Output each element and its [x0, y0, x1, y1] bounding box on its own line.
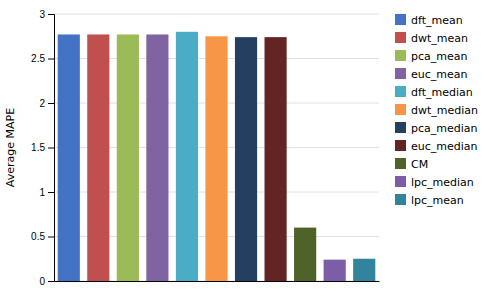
legend-swatch: [395, 104, 406, 115]
legend-item: lpc_mean: [395, 194, 464, 207]
y-tick-mark: [48, 237, 54, 238]
legend-item: pca_mean: [395, 50, 467, 63]
bar: [265, 37, 287, 281]
y-tick: 3: [39, 9, 54, 20]
bar: [146, 34, 168, 281]
legend-item: dwt_median: [395, 104, 478, 117]
legend-label: dwt_mean: [411, 32, 468, 45]
y-tick-label: 0.5: [31, 231, 45, 242]
grid: [54, 14, 379, 281]
y-tick-mark: [48, 103, 54, 104]
legend-swatch: [395, 140, 406, 151]
legend-swatch: [395, 194, 406, 205]
legend-swatch: [395, 86, 406, 97]
y-tick: 0.5: [31, 231, 54, 242]
y-tick-mark: [48, 14, 54, 15]
legend-item: euc_median: [395, 140, 478, 153]
legend-label: dft_median: [411, 86, 473, 99]
legend-label: pca_mean: [411, 50, 467, 63]
y-tick: 2.5: [31, 53, 54, 64]
legend-label: euc_mean: [411, 68, 468, 81]
bar: [235, 37, 257, 281]
y-tick-label: 0: [39, 276, 45, 287]
bar: [176, 32, 198, 281]
legend-swatch: [395, 158, 406, 169]
legend-label: dwt_median: [411, 104, 478, 117]
legend-item: dft_mean: [395, 14, 463, 27]
plot: 0 0.5 1 1.5 2 2.5 3: [31, 9, 379, 287]
legend-item: pca_median: [395, 122, 478, 135]
bar: [117, 34, 139, 281]
bar: [324, 260, 346, 281]
y-tick-label: 2: [39, 98, 45, 109]
legend-item: CM: [395, 158, 428, 171]
y-tick-mark: [48, 59, 54, 60]
legend: dft_mean dwt_mean pca_mean euc_mean dft_medi…: [395, 14, 478, 207]
legend-item: euc_mean: [395, 68, 468, 81]
y-axis: 0 0.5 1 1.5 2 2.5 3: [31, 9, 54, 287]
y-tick: 1: [39, 187, 54, 198]
y-tick-mark: [48, 281, 54, 282]
y-tick-label: 3: [39, 9, 45, 20]
x-axis: [55, 281, 380, 282]
legend-swatch: [395, 68, 406, 79]
legend-label: CM: [411, 158, 428, 171]
legend-item: dft_median: [395, 86, 473, 99]
y-tick-mark: [48, 192, 54, 193]
legend-label: euc_median: [411, 140, 478, 153]
y-tick: 1.5: [31, 142, 54, 153]
bar: [294, 228, 316, 281]
x-axis-line: [55, 281, 380, 282]
legend-item: dwt_mean: [395, 32, 468, 45]
legend-swatch: [395, 32, 406, 43]
grid-line: [54, 14, 379, 15]
bar: [58, 34, 80, 281]
legend-label: lpc_mean: [411, 194, 464, 207]
y-tick-label: 1.5: [31, 142, 45, 153]
y-axis-line: [48, 15, 55, 282]
legend-label: pca_median: [411, 122, 478, 135]
bar: [205, 36, 227, 281]
y-tick-label: 1: [39, 187, 45, 198]
legend-label: lpc_median: [411, 176, 474, 189]
y-tick: 2: [39, 98, 54, 109]
legend-swatch: [395, 176, 406, 187]
bars: [58, 32, 376, 281]
y-tick: 0: [39, 276, 54, 287]
bar: [353, 259, 375, 281]
y-tick-mark: [48, 148, 54, 149]
y-axis-title: Average MAPE: [4, 108, 17, 187]
y-tick-label: 2.5: [31, 53, 45, 64]
legend-item: lpc_median: [395, 176, 474, 189]
legend-swatch: [395, 50, 406, 61]
bar: [87, 34, 109, 281]
chart: 0 0.5 1 1.5 2 2.5 3 Average MAPE dft_mean dwt_mea…: [0, 0, 501, 295]
legend-swatch: [395, 122, 406, 133]
legend-label: dft_mean: [411, 14, 463, 27]
legend-swatch: [395, 14, 406, 25]
